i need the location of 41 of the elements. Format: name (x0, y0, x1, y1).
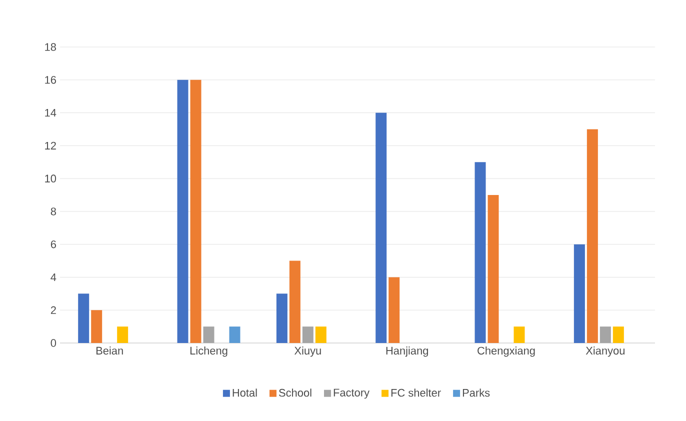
x-tick-label: Chengxiang (478, 346, 535, 357)
bar (315, 326, 326, 343)
legend-label: FC shelter (391, 388, 441, 397)
bar (177, 80, 188, 343)
y-tick-label: 6 (50, 240, 56, 248)
bar (574, 244, 585, 343)
bar (78, 294, 90, 343)
bar (276, 294, 288, 343)
bar (514, 326, 525, 343)
y-tick-label: 4 (50, 273, 56, 281)
y-tick-label: 16 (45, 76, 56, 84)
legend-label: Hotal (232, 388, 257, 397)
legend-label: Factory (334, 388, 370, 399)
y-tick-label: 8 (50, 208, 56, 216)
bar (91, 310, 102, 343)
bar (586, 129, 598, 343)
y-tick-label: 10 (45, 174, 56, 182)
bar (474, 162, 486, 343)
bar (612, 326, 624, 343)
bar (600, 326, 611, 343)
bar (488, 195, 499, 343)
bar (117, 326, 128, 343)
y-tick-label: 18 (45, 43, 56, 51)
bar (376, 112, 387, 343)
x-tick-label: Xianyou (586, 346, 624, 357)
bar (203, 326, 214, 343)
x-tick-label: Xiuyu (294, 346, 321, 357)
x-tick-label: Beian (96, 346, 123, 355)
legend-label: School (279, 388, 312, 397)
y-tick-label: 0 (50, 339, 56, 347)
x-tick-label: Hanjiang (386, 346, 428, 357)
bar (289, 260, 300, 343)
bar (388, 277, 400, 343)
legend-label: Parks (462, 388, 490, 397)
y-tick-label: 14 (45, 109, 56, 117)
bar (302, 326, 314, 343)
bar (229, 326, 240, 343)
y-tick-label: 2 (50, 306, 56, 314)
x-tick-label: Licheng (190, 346, 228, 357)
y-tick-label: 12 (45, 142, 56, 150)
bar (190, 80, 202, 343)
